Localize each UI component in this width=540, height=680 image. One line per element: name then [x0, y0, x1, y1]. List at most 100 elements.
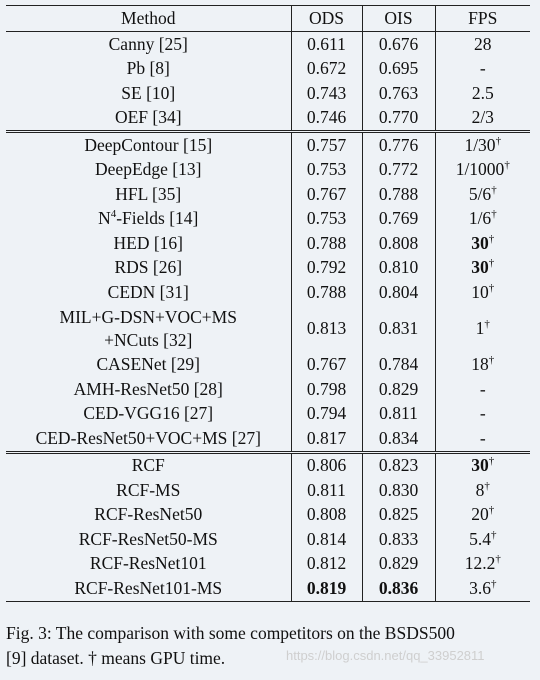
table-row: CEDN [31] 0.788 0.804 10†	[6, 280, 530, 305]
method-cell: CASENet [29]	[6, 353, 291, 378]
fps-value: -	[479, 58, 486, 78]
gpu-dagger-mark: †	[490, 528, 497, 541]
fps-cell: 8†	[434, 478, 530, 503]
fps-cell: 1/1000†	[434, 157, 530, 182]
table-row: RCF-ResNet50 0.808 0.825 20†	[6, 502, 530, 527]
fps-value: 1/30	[464, 134, 496, 155]
method-cell: RCF-MS	[6, 478, 291, 503]
method-cell: HED [16]	[6, 231, 291, 256]
table-row: MIL+G-DSN+VOC+MS +NCuts [32] 0.813 0.831 1†	[6, 304, 530, 353]
ois-cell: 0.769	[361, 206, 435, 231]
ois-cell: 0.804	[361, 280, 435, 305]
method-prefix: N	[98, 208, 111, 228]
method-name: AMH-ResNet50 [28]	[73, 378, 223, 399]
method-cell: RCF-ResNet101	[6, 552, 291, 577]
method-cell: MIL+G-DSN+VOC+MS +NCuts [32]	[6, 305, 291, 353]
method-name: CASENet [29]	[96, 354, 201, 374]
table-row: RDS [26] 0.792 0.810 30†	[6, 255, 530, 280]
fps-value: 30	[471, 232, 489, 253]
ods-cell: 0.757	[290, 130, 362, 158]
ois-cell: 0.676	[361, 31, 435, 57]
fps-cell: -	[434, 401, 530, 426]
ois-cell: 0.823	[361, 450, 435, 478]
method-name: CEDN [31]	[107, 281, 189, 302]
ois-cell: 0.695	[361, 56, 435, 81]
caption-line-2: [9] dataset. † means GPU time.	[6, 648, 226, 668]
table-row: Canny [25] 0.611 0.676 28	[6, 31, 530, 57]
ois-cell: 0.825	[361, 502, 435, 527]
method-name: DeepEdge [13]	[95, 159, 202, 179]
gpu-dagger-mark: †	[488, 455, 495, 467]
method-name: RCF-ResNet101	[89, 553, 207, 573]
gpu-dagger-mark: †	[495, 553, 501, 565]
table-row: CED-ResNet50+VOC+MS [27] 0.817 0.834 -	[6, 426, 530, 452]
method-cell: N4-Fields [14]	[6, 207, 291, 232]
gpu-dagger-mark: †	[495, 134, 502, 147]
fps-value: 5/6	[468, 183, 492, 204]
ods-cell: 0.767	[290, 352, 362, 377]
fps-value: 8	[475, 479, 485, 500]
fps-value: 1/1000	[455, 159, 505, 179]
ods-cell: 0.611	[290, 31, 362, 57]
table-row: OEF [34] 0.746 0.770 2/3	[6, 105, 530, 132]
method-name: HED [16]	[113, 232, 184, 253]
gpu-dagger-mark: †	[490, 577, 497, 590]
header-row: Method ODS OIS FPS	[6, 5, 530, 32]
table-row: HFL [35] 0.767 0.788 5/6†	[6, 182, 530, 207]
table-row: AMH-ResNet50 [28] 0.798 0.829 -	[6, 377, 530, 402]
method-cell: Canny [25]	[6, 32, 291, 57]
ods-cell: 0.817	[290, 426, 362, 452]
ois-cell: 0.784	[361, 352, 435, 377]
fps-cell: 18†	[434, 352, 530, 377]
table-row: N4-Fields [14] 0.753 0.769 1/6†	[6, 206, 530, 232]
table-row: DeepContour [15] 0.757 0.776 1/30†	[6, 130, 530, 158]
table-body: Canny [25] 0.611 0.676 28 Pb [8] 0.672 0.695 - S…	[6, 31, 530, 602]
ods-cell: 0.788	[290, 280, 362, 305]
figure-caption: Fig. 3: The comparison with some competi…	[6, 621, 530, 671]
fps-cell: 2/3	[434, 105, 530, 132]
fps-cell: 1/6†	[434, 206, 530, 231]
fps-value: 30	[471, 455, 489, 475]
gpu-dagger-mark: †	[488, 232, 495, 245]
method-cell: OEF [34]	[6, 106, 291, 132]
method-cell: DeepEdge [13]	[6, 158, 291, 183]
ods-cell: 0.798	[290, 377, 362, 402]
table-row: SE [10] 0.743 0.763 2.5	[6, 81, 530, 106]
ods-cell: 0.753	[290, 206, 362, 231]
gpu-dagger-mark: †	[484, 317, 490, 330]
ods-cell: 0.794	[290, 401, 362, 426]
ods-cell: 0.814	[290, 527, 362, 552]
method-cell: SE [10]	[6, 81, 291, 106]
results-table: Method ODS OIS FPS Canny [25] 0.611 0.676 2…	[6, 5, 530, 602]
ois-cell: 0.834	[361, 426, 435, 452]
ois-cell: 0.836	[361, 576, 435, 602]
ois-cell: 0.830	[361, 478, 435, 503]
table-row: CED-VGG16 [27] 0.794 0.811 -	[6, 401, 530, 426]
gpu-dagger-mark: †	[484, 479, 490, 492]
method-name: -Fields [14]	[116, 208, 199, 228]
method-superscript: 4	[110, 208, 117, 220]
fps-value: 1	[475, 317, 485, 338]
ois-cell: 0.763	[361, 81, 435, 106]
method-cell: DeepContour [15]	[6, 130, 291, 158]
gpu-dagger-mark: †	[488, 504, 495, 516]
method-cell: RCF-ResNet101-MS	[6, 576, 291, 602]
fps-cell: 5/6†	[434, 182, 530, 207]
fps-value: 30	[471, 257, 489, 277]
gpu-dagger-mark: †	[491, 183, 497, 196]
fps-value: -	[479, 378, 486, 399]
table-row: HED [16] 0.788 0.808 30†	[6, 231, 530, 256]
method-cell: RCF	[6, 450, 291, 478]
header-ois: OIS	[361, 5, 435, 32]
method-name: RCF-ResNet50	[94, 504, 203, 524]
method-name: SE [10]	[121, 82, 176, 103]
fps-cell: 5.4†	[434, 527, 530, 552]
method-name: CED-VGG16 [27]	[83, 403, 214, 423]
method-name: RCF-MS	[116, 479, 181, 500]
fps-value: 20	[471, 504, 489, 524]
ois-cell: 0.770	[361, 105, 435, 132]
method-name: Pb [8]	[126, 58, 170, 78]
ods-cell: 0.788	[290, 231, 362, 256]
ois-cell: 0.810	[361, 255, 435, 280]
method-name: CED-ResNet50+VOC+MS [27]	[35, 427, 261, 448]
